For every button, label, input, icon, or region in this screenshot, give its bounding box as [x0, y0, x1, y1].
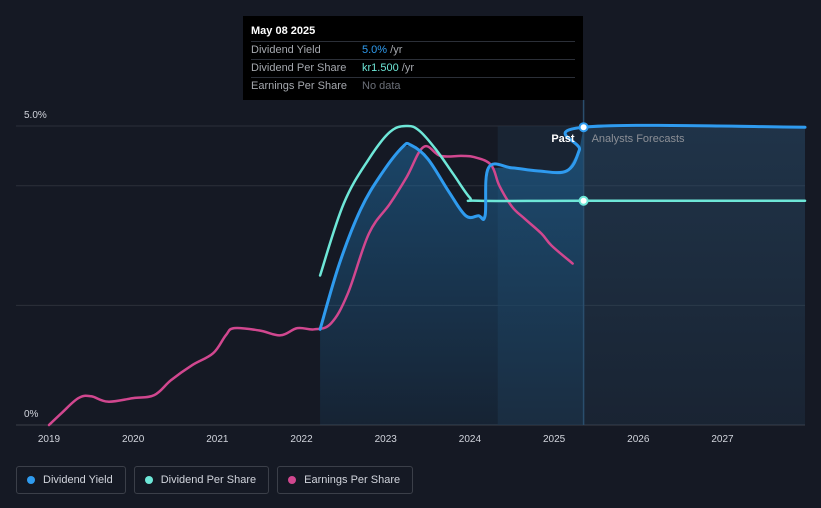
dividend-yield-line [318, 123, 807, 331]
tooltip-value: kr1.500 /yr [362, 60, 414, 77]
tooltip-label: Earnings Per Share [251, 80, 347, 92]
tooltip-value-number: 5.0% [362, 44, 388, 56]
x-tick-label: 2021 [206, 434, 229, 445]
tooltip-value: No data [362, 78, 401, 95]
tooltip-value-unit: /yr [387, 44, 403, 56]
dividend-per-share-line [318, 124, 807, 277]
past-label: Past [551, 133, 575, 145]
series-lines [47, 123, 807, 427]
x-tick-label: 2020 [122, 434, 145, 445]
x-tick-label: 2022 [290, 434, 313, 445]
legend-dot-icon [144, 476, 153, 484]
y-tick-label: 5.0% [24, 110, 47, 121]
tooltip-value-number: No data [362, 80, 401, 92]
x-tick-label: 2026 [627, 434, 650, 445]
tooltip-row-dividend-yield: Dividend Yield 5.0% /yr [251, 41, 575, 59]
legend-item-dividend-per-share[interactable]: Dividend Per Share [133, 466, 270, 494]
tooltip-label: Dividend Yield [251, 44, 321, 56]
earnings-per-share-line [47, 144, 574, 427]
y-tick-label: 0% [24, 409, 39, 420]
x-tick-label: 2025 [543, 434, 566, 445]
analysts-forecasts-label: Analysts Forecasts [592, 133, 685, 145]
x-tick-label: 2023 [375, 434, 398, 445]
tooltip-date: May 08 2025 [251, 25, 316, 37]
tooltip-value-number: kr1.500 [362, 62, 399, 74]
tooltip-value-unit: /yr [398, 62, 414, 74]
legend: Dividend Yield Dividend Per Share Earnin… [16, 466, 414, 494]
x-tick-label: 2024 [459, 434, 482, 445]
legend-item-dividend-yield[interactable]: Dividend Yield [16, 466, 126, 494]
y-axis-labels: 5.0% 0% [24, 110, 47, 420]
legend-item-earnings-per-share[interactable]: Earnings Per Share [277, 466, 414, 494]
legend-label: Dividend Yield [43, 474, 113, 486]
legend-label: Earnings Per Share [304, 474, 401, 486]
legend-label: Dividend Per Share [160, 474, 257, 486]
dividend-yield-marker [578, 122, 589, 133]
x-tick-label: 2019 [38, 434, 61, 445]
tooltip-label: Dividend Per Share [251, 62, 347, 74]
tooltip-row-dividend-per-share: Dividend Per Share kr1.500 /yr [251, 59, 575, 77]
legend-dot-icon [288, 476, 297, 484]
dividend-per-share-marker [578, 195, 589, 206]
tooltip-row-earnings-per-share: Earnings Per Share No data [251, 77, 575, 95]
forecast-area [583, 127, 805, 426]
tooltip-value: 5.0% /yr [362, 42, 402, 59]
x-axis-labels: 2019 2020 2021 2022 2023 2024 2025 2026 2027 [38, 434, 734, 445]
x-tick-label: 2027 [711, 434, 734, 445]
legend-dot-icon [27, 476, 35, 484]
now-markers [578, 122, 589, 206]
tooltip: May 08 2025 Dividend Yield 5.0% /yr Divi… [243, 16, 583, 100]
